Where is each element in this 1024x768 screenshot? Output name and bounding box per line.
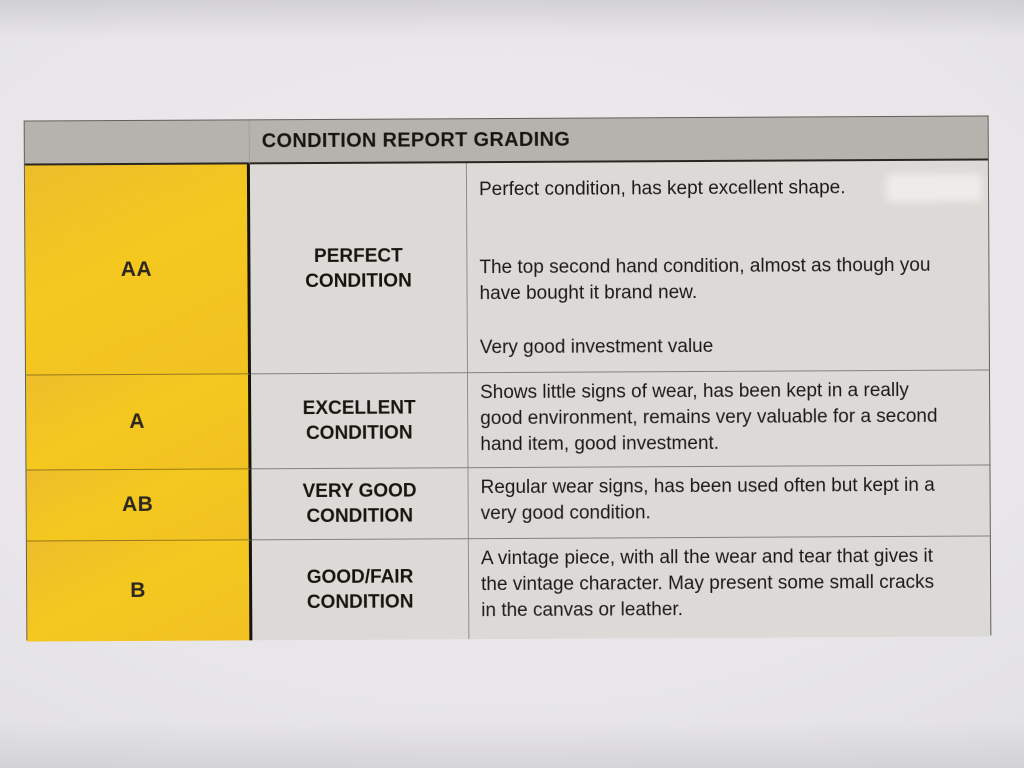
whiteout-patch [885, 173, 983, 203]
grade-label: AA [120, 257, 153, 281]
grade-label: B [130, 578, 146, 602]
condition-name-line: GOOD/FAIR [306, 566, 414, 589]
table-grid: CONDITION REPORT GRADING AA PERFECT COND… [23, 115, 992, 642]
condition-name-line: CONDITION [305, 269, 412, 292]
condition-name-line: CONDITION [306, 591, 414, 614]
description-cell-b: A vintage piece, with all the wear and t… [468, 536, 991, 640]
condition-cell-aa: PERFECT CONDITION [249, 163, 468, 375]
condition-cell-ab: VERY GOOD CONDITION [251, 468, 469, 541]
condition-name-line: EXCELLENT [302, 397, 416, 420]
grade-cell-a: A [25, 374, 252, 471]
condition-name-line: PERFECT [313, 245, 403, 267]
description-paragraph: Regular wear signs, has been used often … [480, 474, 935, 525]
table-title: CONDITION REPORT GRADING [261, 128, 571, 152]
grade-cell-b: B [26, 540, 253, 642]
grade-cell-ab: AB [26, 469, 252, 542]
grade-label: AB [121, 492, 154, 517]
description-paragraph: A vintage piece, with all the wear and t… [480, 545, 935, 622]
description-cell-a: Shows little signs of wear, has been kep… [467, 370, 990, 469]
header-empty-cell [24, 120, 250, 166]
condition-name-line: VERY GOOD [302, 480, 417, 503]
grade-label: A [129, 409, 146, 433]
grade-cell-aa: AA [24, 164, 251, 376]
condition-name-line: CONDITION [305, 422, 413, 445]
condition-name-line: CONDITION [306, 505, 414, 528]
description-paragraph: The top second hand condition, almost as… [479, 254, 931, 305]
condition-grading-table: CONDITION REPORT GRADING AA PERFECT COND… [23, 115, 992, 642]
condition-cell-b: GOOD/FAIR CONDITION [251, 539, 470, 641]
description-paragraph: Very good investment value [479, 335, 714, 359]
description-cell-ab: Regular wear signs, has been used often … [468, 465, 990, 540]
description-paragraph: Shows little signs of wear, has been kep… [480, 379, 938, 456]
condition-cell-a: EXCELLENT CONDITION [250, 373, 469, 470]
table-header-bar: CONDITION REPORT GRADING [249, 116, 988, 165]
description-paragraph: Perfect condition, has kept excellent sh… [478, 177, 846, 201]
